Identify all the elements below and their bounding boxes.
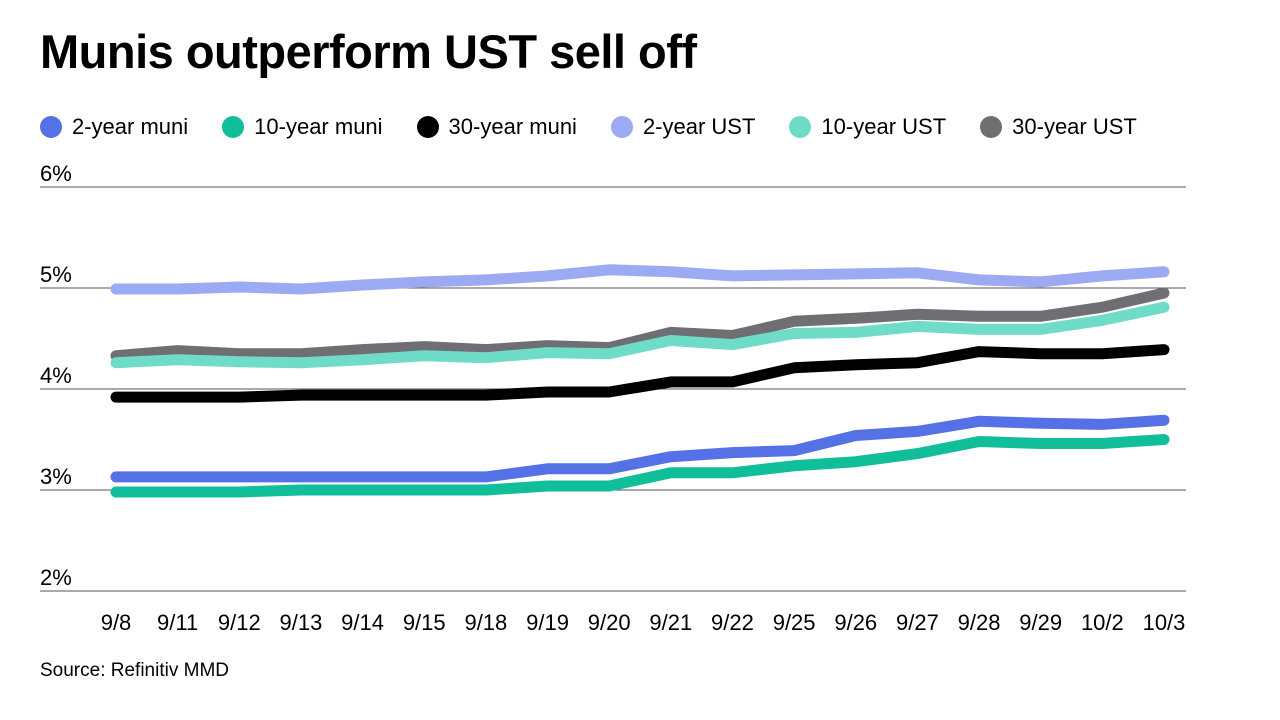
series-line-2-year-muni (110, 414, 1170, 483)
x-tick-label: 9/29 (1019, 610, 1062, 635)
legend-item: 30-year UST (980, 114, 1137, 140)
source-note: Source: Refinitiv MMD (40, 660, 229, 681)
x-tick-label: 9/26 (834, 610, 877, 635)
legend-item: 2-year muni (40, 114, 188, 140)
legend-label: 10-year muni (254, 114, 383, 139)
legend-swatch (222, 116, 245, 138)
x-tick-label: 9/14 (341, 610, 384, 635)
legend-label: 10-year UST (821, 114, 947, 139)
x-tick-label: 9/25 (773, 610, 816, 635)
y-tick-label: 2% (40, 565, 72, 590)
series-line-2-year-ust (110, 264, 1170, 295)
x-tick-label: 9/11 (157, 610, 198, 635)
x-tick-label: 9/22 (711, 610, 754, 635)
x-tick-label: 9/28 (958, 610, 1001, 635)
series-line-10-year-muni (110, 434, 1170, 498)
x-tick-label: 9/15 (403, 610, 446, 635)
legend-swatch (416, 116, 439, 138)
x-tick-label: 9/12 (218, 610, 261, 635)
y-tick-label: 4% (40, 363, 72, 388)
x-tick-label: 9/13 (280, 610, 323, 635)
legend-swatch (610, 116, 633, 138)
legend-label: 30-year UST (1012, 114, 1137, 139)
series-line-10-year-ust (110, 301, 1170, 369)
x-tick-label: 9/20 (588, 610, 631, 635)
x-tick-label: 10/2 (1081, 610, 1124, 635)
series-line-30-year-muni (110, 344, 1170, 403)
legend-label: 2-year muni (72, 114, 189, 139)
legend-swatch (980, 116, 1003, 138)
y-tick-label: 3% (40, 464, 72, 489)
legend-swatch (40, 116, 62, 138)
legend-swatch (789, 116, 812, 138)
x-tick-label: 9/27 (896, 610, 939, 635)
legend-item: 10-year UST (789, 114, 946, 140)
series-lines (110, 264, 1170, 498)
series-line-30-year-ust (110, 287, 1170, 362)
x-tick-label: 9/18 (464, 610, 507, 635)
x-axis-ticks: 9/8 9/11 9/12 9/13 9/14 9/15 9/18 9/19 9/20 9/21 9… (101, 610, 1186, 635)
legend-label: 30-year muni (448, 114, 577, 139)
y-tick-label: 6% (40, 161, 72, 186)
x-tick-label: 9/8 (101, 610, 132, 635)
y-axis-ticks: 2% 3% 4% 5% 6% (40, 161, 72, 590)
y-tick-label: 5% (40, 262, 72, 287)
chart-legend: 2-year muni 10-year muni 30-year muni 2-yea… (40, 112, 1171, 142)
legend-item: 2-year UST (610, 114, 756, 140)
legend-item: 10-year muni (222, 114, 383, 140)
legend-item: 30-year muni (416, 114, 577, 140)
chart-title: Munis outperform UST sell off (40, 25, 697, 78)
x-tick-label: 9/19 (526, 610, 569, 635)
x-tick-label: 10/3 (1143, 610, 1186, 635)
legend-label: 2-year UST (642, 114, 756, 139)
x-tick-label: 9/21 (649, 610, 692, 635)
